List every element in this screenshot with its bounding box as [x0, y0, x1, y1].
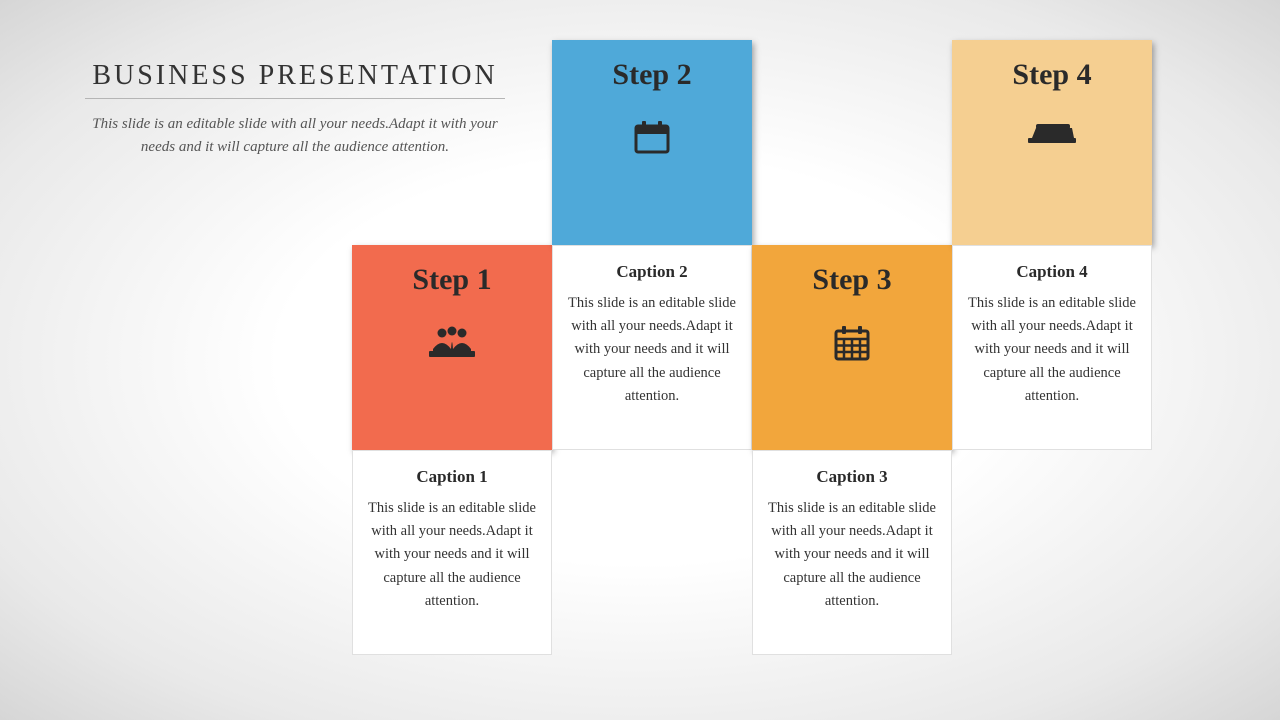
caption-tile-2: Caption 2 This slide is an editable slid…: [552, 245, 752, 450]
caption-tile-3: Caption 3 This slide is an editable slid…: [752, 450, 952, 655]
calendar-grid-icon: [752, 325, 952, 363]
step-tile-2: Step 2: [552, 40, 752, 245]
caption-tile-4: Caption 4 This slide is an editable slid…: [952, 245, 1152, 450]
caption-1-body: This slide is an editable slide with all…: [367, 497, 537, 613]
step-tile-1: Step 1: [352, 245, 552, 450]
step-tile-4: Step 4: [952, 40, 1152, 245]
caption-2-body: This slide is an editable slide with all…: [567, 292, 737, 408]
caption-3-body: This slide is an editable slide with all…: [767, 497, 937, 613]
step-tile-3: Step 3: [752, 245, 952, 450]
audience-icon: [352, 325, 552, 363]
calendar-icon: [552, 120, 752, 156]
caption-tile-1: Caption 1 This slide is an editable slid…: [352, 450, 552, 655]
caption-2-title: Caption 2: [567, 262, 737, 282]
step-3-label: Step 3: [752, 263, 952, 297]
caption-4-body: This slide is an editable slide with all…: [967, 292, 1137, 408]
step-1-label: Step 1: [352, 263, 552, 297]
stapler-icon: [952, 120, 1152, 146]
step-4-label: Step 4: [952, 58, 1152, 92]
infographic-stage: Step 1 Caption 1 This slide is an editab…: [0, 0, 1280, 720]
step-2-label: Step 2: [552, 58, 752, 92]
caption-1-title: Caption 1: [367, 467, 537, 487]
caption-3-title: Caption 3: [767, 467, 937, 487]
caption-4-title: Caption 4: [967, 262, 1137, 282]
